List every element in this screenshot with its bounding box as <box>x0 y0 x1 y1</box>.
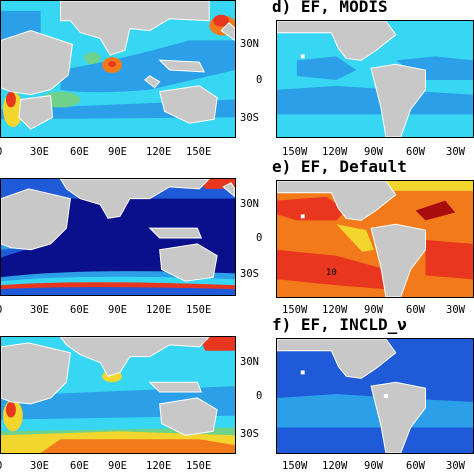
ytick-e-1: 0 <box>256 232 263 244</box>
xtick-b-0: 0 <box>0 304 2 316</box>
map-f-field <box>277 339 473 453</box>
xtick-c-3: 90E <box>108 460 127 472</box>
ytick-f-0: 30N <box>240 356 259 368</box>
xtick-c-2: 60E <box>70 460 89 472</box>
ytick-f-2: 30S <box>240 428 259 440</box>
xtick-e-1: 120W <box>322 304 348 316</box>
xtick-e-4: 30W <box>446 304 465 316</box>
ytick-d-0: 30N <box>240 38 259 50</box>
xtick-a-2: 60E <box>70 146 89 158</box>
xtick-f-0: 150W <box>282 460 308 472</box>
ytick-f-1: 0 <box>256 390 263 402</box>
map-d-field <box>277 21 473 137</box>
xtick-c-5: 150E <box>186 460 212 472</box>
xtick-e-2: 90W <box>364 304 383 316</box>
ytick-e-2: 30S <box>240 268 259 280</box>
xtick-d-2: 90W <box>364 146 383 158</box>
xtick-d-1: 120W <box>322 146 348 158</box>
map-panel-f <box>276 338 474 454</box>
xtick-b-5: 150E <box>186 304 212 316</box>
map-panel-a <box>0 0 236 138</box>
xtick-a-1: 30E <box>30 146 49 158</box>
xtick-f-2: 90W <box>364 460 383 472</box>
xtick-b-1: 30E <box>30 304 49 316</box>
map-a-field <box>1 1 235 137</box>
ytick-d-2: 30S <box>240 112 259 124</box>
map-b-field <box>1 179 235 295</box>
map-panel-c <box>0 336 236 454</box>
map-panel-d <box>276 20 474 138</box>
xtick-f-1: 120W <box>322 460 348 472</box>
xtick-f-3: 60W <box>406 460 425 472</box>
xtick-a-5: 150E <box>186 146 212 158</box>
xtick-a-0: 0 <box>0 146 2 158</box>
xtick-c-4: 120E <box>146 460 172 472</box>
panel-d-title: d) EF, MODIS <box>272 0 388 16</box>
xtick-f-4: 30W <box>446 460 465 472</box>
map-e-field <box>277 181 473 297</box>
ytick-e-0: 30N <box>240 198 259 210</box>
map-c-field <box>1 337 235 453</box>
map-panel-e <box>276 180 474 298</box>
xtick-e-0: 150W <box>282 304 308 316</box>
annotation-e: 10 <box>326 268 337 278</box>
ytick-d-1: 0 <box>256 74 263 86</box>
map-panel-b <box>0 178 236 296</box>
xtick-e-3: 60W <box>406 304 425 316</box>
xtick-a-4: 120E <box>146 146 172 158</box>
xtick-d-3: 60W <box>406 146 425 158</box>
xtick-b-4: 120E <box>146 304 172 316</box>
xtick-b-2: 60E <box>70 304 89 316</box>
xtick-b-3: 90E <box>108 304 127 316</box>
xtick-c-0: 0 <box>0 460 2 472</box>
xtick-a-3: 90E <box>108 146 127 158</box>
panel-f-title: f) EF, INCLD_ν <box>272 315 407 334</box>
panel-e-title: e) EF, Default <box>272 157 407 176</box>
xtick-c-1: 30E <box>30 460 49 472</box>
xtick-d-0: 150W <box>282 146 308 158</box>
xtick-d-4: 30W <box>446 146 465 158</box>
